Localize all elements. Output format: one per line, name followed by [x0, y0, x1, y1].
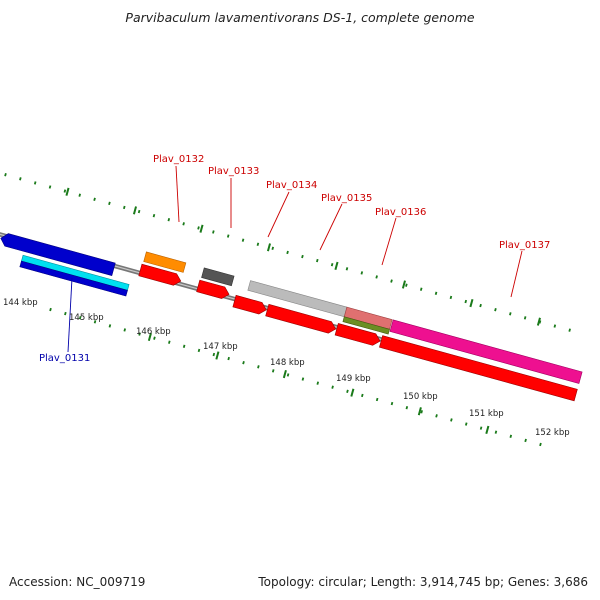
gene-label-plav_0132: Plav_0132 [153, 154, 204, 165]
gene-block-plav_0131-bottom [19, 260, 128, 297]
gene-label-plav_0134: Plav_0134 [266, 180, 317, 191]
gene-labels: Plav_0132 Plav_0133 Plav_0134 Plav_0135 … [39, 154, 550, 364]
gene-label-plav_0131: Plav_0131 [39, 353, 90, 364]
gene-block-plav_0137-top [389, 319, 583, 384]
feature-track-bottom [19, 254, 130, 297]
scale-label: 145 kbp [69, 313, 104, 323]
gene-arrow-plav_0133 [196, 279, 230, 299]
leader-plav_0132 [175, 165, 180, 223]
scale-label: 147 kbp [203, 342, 238, 352]
gene-label-plav_0137: Plav_0137 [499, 240, 550, 251]
feature-track-cds [138, 263, 578, 402]
gene-block-plav_0131-top [0, 233, 116, 276]
scale-label: 148 kbp [270, 358, 305, 368]
gene-arrow-plav_0134 [232, 294, 267, 315]
scale-label: 150 kbp [403, 392, 438, 402]
gene-label-plav_0135: Plav_0135 [321, 193, 372, 204]
leader-plav_0135 [319, 203, 343, 251]
leader-plav_0134 [267, 191, 290, 238]
gene-arrow-plav_0132 [138, 263, 182, 286]
leader-plav_0136 [381, 217, 397, 266]
gene-label-plav_0136: Plav_0136 [375, 207, 426, 218]
gene-block-plav_0132-top [143, 251, 187, 273]
upper-scale-ticks [0, 164, 574, 333]
scale-label: 146 kbp [136, 327, 171, 337]
leader-plav_0137 [510, 250, 523, 298]
feature-track-top [0, 233, 583, 384]
scale-label: 144 kbp [3, 298, 38, 308]
label-leaders [67, 165, 523, 353]
genome-title: Parvibaculum lavamentivorans DS-1, compl… [125, 10, 475, 25]
scale-label: 149 kbp [336, 374, 371, 384]
lower-scale-ticks [49, 307, 542, 447]
gene-arrow-plav_0136 [334, 323, 381, 346]
leader-plav_0131 [67, 277, 73, 353]
gene-block-plav_0133-top [201, 267, 235, 287]
scale-labels: 144 kbp 145 kbp 146 kbp 147 kbp 148 kbp … [3, 298, 570, 438]
gene-arrow-plav_0137 [379, 335, 578, 402]
scale-label: 152 kbp [535, 428, 570, 438]
gene-block-plav_0136-top [342, 316, 390, 335]
accession-text: Accession: NC_009719 [9, 575, 146, 589]
gene-arrow-plav_0135 [265, 303, 337, 334]
genome-summary-text: Topology: circular; Length: 3,914,745 bp… [258, 575, 588, 589]
gene-label-plav_0133: Plav_0133 [208, 166, 259, 177]
scale-label: 151 kbp [469, 409, 504, 419]
